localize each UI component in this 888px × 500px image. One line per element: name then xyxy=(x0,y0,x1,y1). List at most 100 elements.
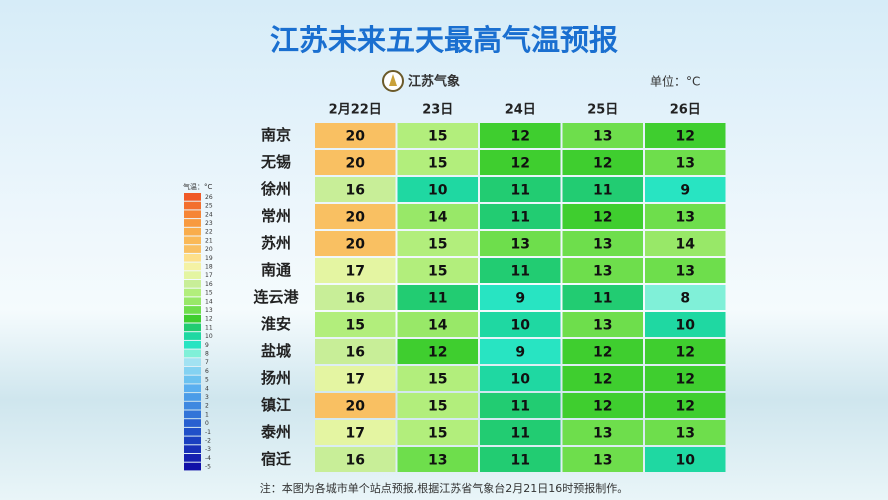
logo-mark xyxy=(389,74,397,86)
temp-cell xyxy=(480,123,561,148)
temp-cell xyxy=(645,393,726,418)
temp-cell xyxy=(315,123,396,148)
temp-cell xyxy=(397,150,478,175)
legend-label: 17 xyxy=(205,272,213,279)
legend-label: 13 xyxy=(205,307,213,314)
legend-swatch xyxy=(184,219,201,227)
legend-swatch xyxy=(184,210,201,219)
temp-value: 11 xyxy=(511,399,530,415)
city-label: 泰州 xyxy=(260,423,291,441)
title: 江苏未来五天最高气温预报 xyxy=(270,23,618,57)
legend-swatch xyxy=(184,245,201,253)
temp-cell xyxy=(480,366,561,391)
legend-label: -2 xyxy=(205,437,211,444)
legend-swatch xyxy=(184,427,201,436)
temp-cell xyxy=(397,123,478,148)
temp-cell xyxy=(397,447,478,472)
temp-cell xyxy=(562,312,643,337)
temp-value: 12 xyxy=(593,345,612,361)
temp-value: 12 xyxy=(593,210,612,226)
temp-cell xyxy=(645,231,726,256)
temp-value: 16 xyxy=(346,453,365,469)
column-header: 23日 xyxy=(422,103,453,118)
temp-value: 12 xyxy=(428,345,447,361)
temp-cell xyxy=(562,258,643,283)
temp-value: 10 xyxy=(511,372,531,388)
temp-cell xyxy=(645,447,726,472)
temp-value: 14 xyxy=(428,210,448,226)
legend-label: -5 xyxy=(205,464,211,471)
city-label: 南通 xyxy=(261,261,291,279)
temp-cell xyxy=(645,366,726,391)
temp-value: 15 xyxy=(428,129,447,145)
legend-swatch xyxy=(184,410,201,419)
temp-cell xyxy=(315,231,396,256)
city-label: 徐州 xyxy=(260,180,291,198)
city-label: 宿迁 xyxy=(261,450,291,468)
temp-cell xyxy=(562,150,643,175)
temp-cell xyxy=(315,285,396,310)
temp-value: 12 xyxy=(593,372,612,388)
legend-swatch xyxy=(184,462,201,471)
temp-value: 12 xyxy=(593,399,612,415)
temp-cell xyxy=(480,420,561,445)
legend-label: 11 xyxy=(205,324,213,331)
temp-value: 12 xyxy=(511,129,530,145)
legend-label: 18 xyxy=(205,263,213,270)
temp-cell xyxy=(562,177,643,202)
temp-cell xyxy=(397,177,478,202)
temp-cell xyxy=(480,312,561,337)
temp-value: 13 xyxy=(428,453,447,469)
temp-cell xyxy=(315,177,396,202)
legend-label: 26 xyxy=(205,194,213,201)
city-label: 扬州 xyxy=(261,369,291,387)
temp-value: 15 xyxy=(428,156,447,172)
legend-label: 6 xyxy=(205,368,209,375)
temp-cell xyxy=(397,285,478,310)
temp-value: 11 xyxy=(511,210,530,226)
legend-label: 21 xyxy=(205,237,213,244)
city-label: 常州 xyxy=(261,207,291,225)
legend-label: 19 xyxy=(205,255,213,262)
legend-label: 16 xyxy=(205,281,213,288)
temp-cell xyxy=(645,177,726,202)
legend-swatch xyxy=(184,280,201,288)
temp-cell xyxy=(397,312,478,337)
legend-swatch xyxy=(184,236,201,245)
temp-value: 13 xyxy=(593,237,612,253)
temp-value: 16 xyxy=(346,345,365,361)
temp-value: 14 xyxy=(676,237,696,253)
temp-value: 12 xyxy=(593,156,612,172)
temp-cell xyxy=(645,258,726,283)
temp-cell xyxy=(315,339,396,364)
temp-cell xyxy=(315,420,396,445)
legend-label: -1 xyxy=(205,429,211,436)
temp-value: 10 xyxy=(511,318,531,334)
temp-value: 15 xyxy=(428,237,447,253)
legend-label: -4 xyxy=(205,455,211,462)
temp-value: 17 xyxy=(346,426,365,442)
legend-label: 2 xyxy=(205,403,209,410)
legend-swatch xyxy=(184,436,201,445)
temp-value: 20 xyxy=(346,210,366,226)
legend-label: 5 xyxy=(205,377,209,384)
temp-cell xyxy=(480,258,561,283)
temp-value: 13 xyxy=(593,453,612,469)
temp-cell xyxy=(480,231,561,256)
city-label: 淮安 xyxy=(261,315,291,333)
temp-cell xyxy=(562,285,643,310)
legend-label: 10 xyxy=(205,333,213,340)
temp-cell xyxy=(562,393,643,418)
legend-swatch xyxy=(184,227,201,236)
legend-swatch xyxy=(184,393,201,401)
legend-label: 14 xyxy=(205,298,213,305)
temp-cell xyxy=(480,339,561,364)
legend-swatch xyxy=(184,419,201,427)
temp-cell xyxy=(562,204,643,229)
legend-label: 0 xyxy=(205,420,209,427)
city-label: 南京 xyxy=(261,126,291,144)
legend-swatch xyxy=(184,306,201,314)
legend-swatch xyxy=(184,384,201,393)
legend-swatch xyxy=(184,262,201,271)
column-header: 24日 xyxy=(505,103,536,118)
